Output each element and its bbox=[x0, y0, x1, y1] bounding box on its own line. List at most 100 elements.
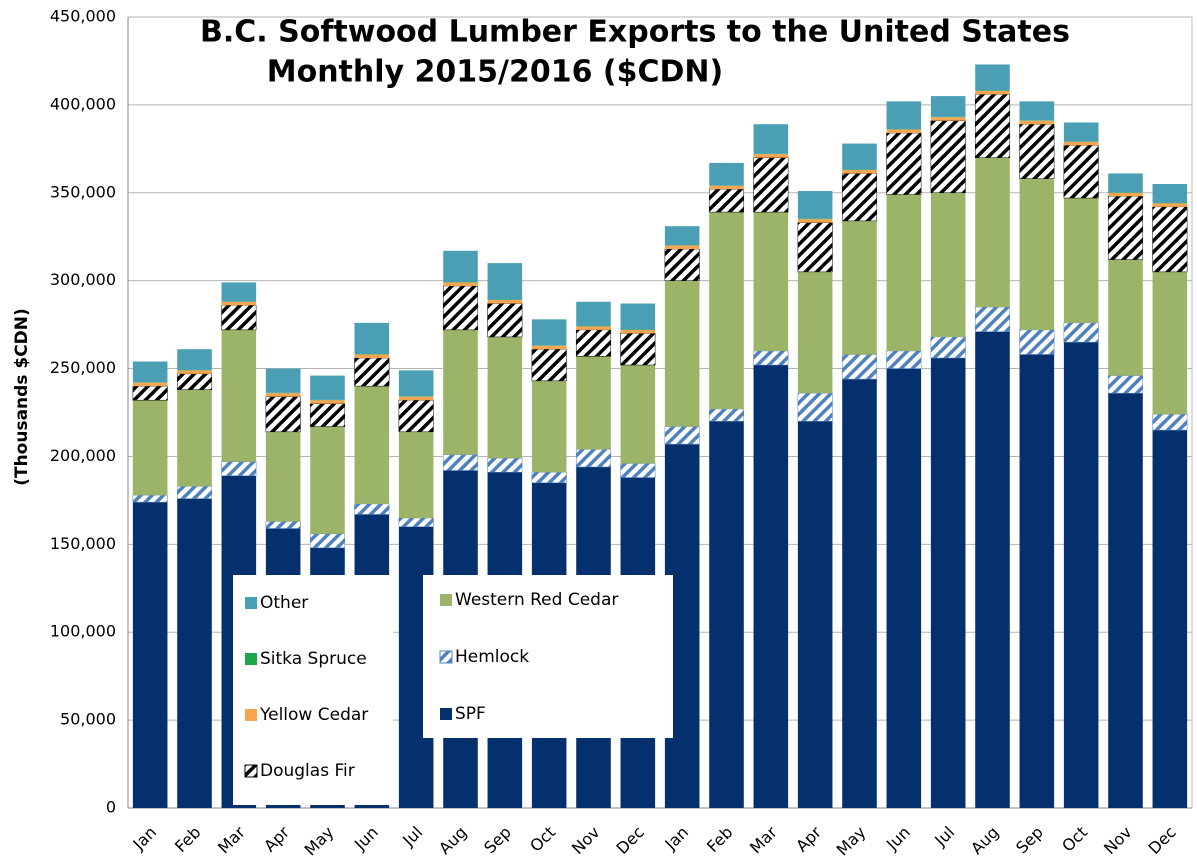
bar-segment bbox=[974, 306, 1011, 332]
bar-segment bbox=[1107, 375, 1144, 394]
bar-segment bbox=[310, 400, 345, 404]
bar-segment bbox=[443, 282, 478, 286]
bar-segment bbox=[310, 375, 345, 400]
bar-segment bbox=[221, 301, 257, 306]
bar-segment bbox=[1152, 271, 1188, 415]
bar-segment bbox=[974, 94, 1011, 158]
bar-segment bbox=[176, 486, 213, 499]
legend-label: Other bbox=[260, 593, 308, 613]
bar-segment bbox=[1019, 101, 1055, 121]
bar-segment bbox=[1108, 259, 1143, 376]
y-tick-label: 450,000 bbox=[50, 7, 116, 26]
bar-segment bbox=[310, 426, 345, 534]
x-tick-label: May bbox=[833, 823, 870, 860]
y-tick-label: 250,000 bbox=[50, 358, 116, 377]
bar-segment bbox=[930, 96, 966, 117]
x-tick-label: Apr bbox=[260, 822, 293, 855]
x-tick-label: May bbox=[301, 823, 338, 860]
y-tick-label: 50,000 bbox=[60, 710, 116, 729]
bar-segment bbox=[265, 368, 301, 393]
legend-label: Sitka Spruce bbox=[260, 649, 367, 669]
bar-segment bbox=[930, 358, 966, 808]
bar-segment bbox=[354, 322, 390, 355]
legend-swatch bbox=[245, 597, 257, 609]
bar-segment bbox=[664, 248, 700, 281]
bar-segment bbox=[842, 220, 877, 355]
bar-segment bbox=[975, 64, 1010, 91]
x-tick-label: Jun bbox=[882, 823, 914, 855]
bar-segment bbox=[354, 386, 390, 504]
bar-segment bbox=[620, 333, 656, 366]
bar-segment bbox=[797, 222, 833, 273]
bar-segment bbox=[487, 336, 523, 459]
bar-segment bbox=[487, 300, 523, 304]
bar-segment bbox=[132, 382, 168, 387]
x-tick-label: Sep bbox=[480, 823, 515, 858]
bar-segment bbox=[797, 191, 833, 219]
bar-segment bbox=[132, 502, 168, 808]
bar-segment bbox=[797, 421, 833, 808]
bar-segment bbox=[1152, 206, 1188, 273]
bar-segment bbox=[177, 389, 212, 487]
bar-segment bbox=[975, 331, 1010, 808]
bar-segment bbox=[753, 212, 789, 351]
bar-segment bbox=[930, 192, 966, 337]
bar-segment bbox=[1019, 329, 1055, 355]
bar-segment bbox=[753, 157, 789, 213]
bar-segment bbox=[1152, 414, 1188, 431]
x-tick-label: Mar bbox=[746, 822, 781, 857]
x-tick-label: Jan bbox=[129, 823, 161, 855]
bar-segment bbox=[221, 282, 257, 302]
bar-segment bbox=[576, 326, 611, 330]
x-tick-label: Aug bbox=[435, 823, 471, 859]
bar-segment bbox=[1063, 122, 1099, 142]
bar-segment bbox=[443, 250, 478, 283]
bar-segment bbox=[221, 461, 257, 477]
bar-segment bbox=[575, 329, 612, 357]
bar-segment bbox=[398, 517, 434, 528]
bar-segment bbox=[442, 454, 479, 471]
x-tick-label: Sep bbox=[1012, 823, 1047, 858]
bar-segment bbox=[531, 348, 567, 382]
bar-segment bbox=[664, 226, 700, 246]
bar-segment bbox=[531, 472, 567, 484]
legend-swatch bbox=[245, 653, 257, 665]
bar-segment bbox=[620, 329, 656, 334]
bar-segment bbox=[1019, 354, 1055, 808]
y-tick-label: 200,000 bbox=[50, 446, 116, 465]
bar-segment bbox=[1107, 196, 1144, 260]
bar-segment bbox=[620, 303, 656, 330]
bar-segment bbox=[221, 305, 257, 331]
legend-swatch bbox=[245, 709, 257, 721]
bar-segment bbox=[930, 336, 966, 359]
x-tick-label: Jan bbox=[661, 823, 693, 855]
bar-segment bbox=[886, 132, 922, 195]
y-tick-label: 350,000 bbox=[50, 182, 116, 201]
bar-segment bbox=[1108, 173, 1143, 193]
x-tick-label: Oct bbox=[526, 823, 559, 856]
bar-segment bbox=[930, 120, 966, 194]
bar-segment bbox=[265, 393, 301, 397]
bar-segment bbox=[842, 379, 877, 808]
bar-segment bbox=[398, 370, 434, 397]
x-tick-label: Jul bbox=[930, 823, 958, 851]
bar-segment bbox=[531, 380, 567, 473]
bar-segment bbox=[265, 396, 301, 433]
bar-segment bbox=[664, 245, 700, 250]
y-tick-label: 400,000 bbox=[50, 94, 116, 113]
bar-segment bbox=[132, 494, 168, 503]
bar-segment bbox=[709, 185, 744, 190]
legend-swatch bbox=[440, 594, 452, 606]
bar-segment bbox=[487, 263, 523, 300]
bar-segment bbox=[487, 303, 523, 338]
x-tick-label: Feb bbox=[171, 823, 204, 856]
legend-label: SPF bbox=[455, 704, 486, 724]
x-tick-label: Apr bbox=[792, 822, 825, 855]
bar-segment bbox=[1152, 203, 1188, 207]
bar-segment bbox=[797, 271, 833, 394]
bar-segment bbox=[1063, 141, 1099, 146]
bar-segment bbox=[709, 162, 744, 186]
x-tick-label: Nov bbox=[1100, 823, 1136, 859]
bar-segment bbox=[664, 426, 700, 445]
y-tick-label: 0 bbox=[106, 798, 116, 817]
